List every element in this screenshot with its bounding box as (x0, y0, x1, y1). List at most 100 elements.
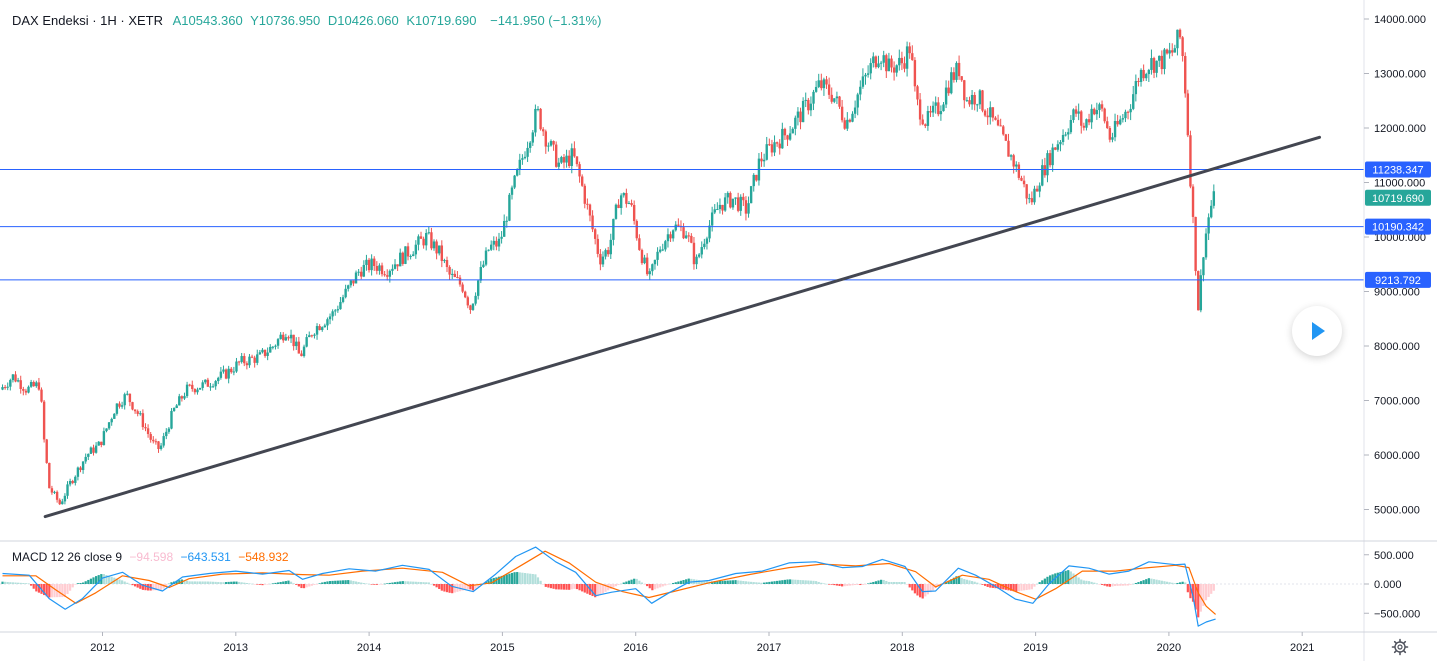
macd-histogram-bar (822, 583, 826, 584)
macd-histogram-bar (445, 584, 449, 593)
macd-histogram-bar (430, 583, 433, 585)
macd-histogram-bar (794, 579, 797, 584)
candle-body (931, 105, 935, 113)
macd-histogram-bar (505, 574, 508, 584)
candle-body (874, 56, 878, 68)
candle-body (167, 428, 171, 432)
macd-histogram-bar (373, 584, 376, 585)
candle-body (817, 80, 820, 87)
candle-body (365, 259, 368, 265)
candle-body (1142, 69, 1145, 79)
macd-histogram-bar (573, 584, 576, 589)
macd-histogram-bar (1035, 583, 1039, 585)
x-tick-label: 2018 (890, 642, 914, 654)
candle-body (924, 124, 927, 126)
candle-body (401, 252, 405, 264)
candle-body (934, 102, 937, 106)
candle-body (224, 369, 228, 379)
macd-histogram-bar (1043, 578, 1046, 584)
macd-histogram-bar (287, 580, 290, 584)
candle-body (752, 174, 755, 187)
macd-histogram-bar (705, 581, 709, 584)
macd-histogram-bar (427, 582, 430, 584)
candle-body (869, 63, 872, 74)
macd-histogram-bar (22, 583, 25, 584)
macd-histogram-bar (274, 582, 277, 584)
candle-body (908, 46, 911, 54)
candle-body (898, 57, 901, 66)
candle-body (1077, 111, 1080, 114)
macd-histogram-bar (32, 584, 35, 589)
macd-histogram-bar (487, 580, 490, 584)
macd-histogram-bar (903, 582, 906, 584)
candle-body (981, 90, 984, 111)
candle-body (266, 352, 269, 356)
candle-body (1119, 119, 1122, 125)
trendline-line[interactable] (43, 135, 1322, 519)
macd-histogram-bar (900, 582, 904, 584)
candle-body (632, 205, 636, 222)
candle-body (378, 265, 381, 271)
candle-body (45, 439, 48, 463)
y-tick-label: 9000.000 (1374, 287, 1420, 299)
candle-body (1121, 118, 1125, 120)
candle-body (1186, 93, 1190, 136)
candle-body (144, 427, 147, 429)
candle-body (666, 234, 670, 242)
macd-histogram-bar (167, 583, 170, 584)
candle-body (113, 413, 116, 419)
macd-histogram-bar (120, 580, 124, 584)
macd-histogram-bar (557, 584, 560, 590)
gear-icon[interactable] (1391, 638, 1409, 656)
macd-histogram-bar (721, 580, 724, 584)
trendline[interactable] (43, 135, 1322, 519)
candle-body (1113, 120, 1117, 138)
candle-body (955, 62, 958, 80)
macd-histogram-bar (747, 581, 750, 584)
macd-histogram-bar (11, 582, 15, 584)
macd-histogram-bar (1207, 584, 1210, 597)
symbol-title[interactable]: DAX Endeksi · 1H · XETR (12, 13, 163, 28)
candle-body (1129, 108, 1132, 113)
candle-body (1168, 50, 1171, 54)
macd-histogram-bar (1061, 571, 1065, 584)
macd-histogram-bar (349, 580, 352, 584)
candle-body (1087, 119, 1091, 123)
macd-histogram-bar (737, 580, 740, 584)
candle-body (183, 396, 186, 399)
macd-histogram-bar (1022, 584, 1026, 591)
macd-histogram-bar (601, 584, 605, 594)
play-replay-button[interactable] (1292, 306, 1342, 356)
macd-histogram-bar (1020, 584, 1023, 591)
macd-histogram-bar (1178, 582, 1182, 584)
macd-histogram-bar (630, 579, 633, 584)
macd-title[interactable]: MACD 12 26 close 9 (12, 550, 123, 564)
candle-body (406, 246, 410, 257)
candle-body (32, 382, 35, 387)
candle-body (786, 135, 789, 140)
macd-histogram-bar (63, 584, 67, 598)
candle-body (1009, 155, 1013, 157)
candle-body (1085, 119, 1088, 128)
candle-body (721, 204, 724, 211)
candle-body (1002, 126, 1005, 135)
macd-histogram-bar (1152, 579, 1156, 584)
macd-histogram-bar (744, 581, 748, 584)
candle-body (885, 55, 888, 72)
macd-histogram-bar (513, 572, 516, 584)
macd-histogram-bar (323, 581, 326, 584)
candle-body (209, 386, 212, 388)
macd-histogram-bar (924, 584, 927, 597)
candle-body (1067, 132, 1070, 135)
candle-body (347, 285, 350, 289)
candle-body (612, 218, 615, 240)
candle-body (35, 382, 38, 387)
macd-histogram-bar (864, 584, 867, 585)
candle-body (258, 352, 262, 355)
candle-body (1152, 58, 1156, 73)
candle-body (1147, 69, 1151, 75)
candle-body (448, 267, 451, 275)
macd-histogram-bar (396, 581, 399, 584)
macd-histogram-bar (828, 584, 831, 585)
